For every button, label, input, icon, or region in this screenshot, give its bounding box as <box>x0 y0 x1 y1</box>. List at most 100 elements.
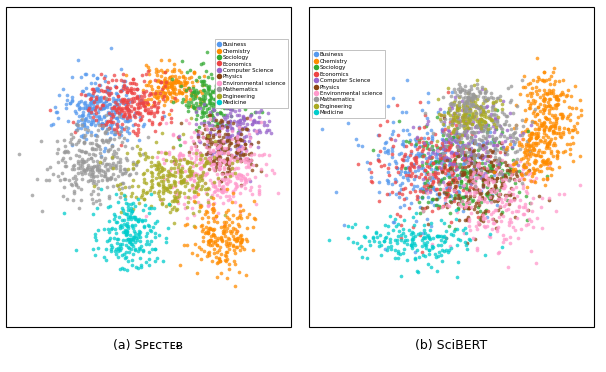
Point <box>84 103 94 109</box>
Point <box>220 139 230 145</box>
Point <box>184 121 193 126</box>
Point <box>190 199 200 205</box>
Point <box>344 223 353 229</box>
Point <box>375 132 384 138</box>
Point <box>214 166 224 172</box>
Point <box>84 178 93 184</box>
Point <box>493 114 503 120</box>
Point <box>426 159 436 165</box>
Point <box>545 103 554 109</box>
Point <box>435 179 445 185</box>
Point <box>133 126 142 132</box>
Point <box>95 146 105 152</box>
Point <box>476 112 485 118</box>
Point <box>436 160 446 166</box>
Point <box>75 162 84 168</box>
Point <box>124 125 133 131</box>
Point <box>518 84 528 90</box>
Point <box>511 135 521 141</box>
Point <box>121 231 130 237</box>
Point <box>453 274 462 280</box>
Point <box>442 139 452 145</box>
Point <box>453 112 463 118</box>
Point <box>224 100 233 106</box>
Point <box>449 186 459 192</box>
Point <box>550 142 560 148</box>
Point <box>440 170 450 176</box>
Point <box>123 244 133 250</box>
Point <box>422 158 431 164</box>
Point <box>538 195 547 201</box>
Point <box>459 110 469 116</box>
Point <box>174 155 184 161</box>
Point <box>467 154 477 160</box>
Point <box>461 184 470 190</box>
Point <box>439 119 449 125</box>
Point <box>102 246 112 252</box>
Point <box>474 119 484 125</box>
Point <box>496 183 505 189</box>
Point <box>143 100 153 106</box>
Point <box>398 186 408 192</box>
Point <box>548 105 558 111</box>
Point <box>127 210 136 216</box>
Point <box>468 160 478 166</box>
Point <box>112 99 121 105</box>
Point <box>92 103 102 109</box>
Point <box>458 112 468 118</box>
Point <box>387 148 396 154</box>
Point <box>61 163 70 169</box>
Point <box>546 172 556 178</box>
Point <box>224 160 234 166</box>
Point <box>93 164 102 170</box>
Point <box>427 143 436 149</box>
Point <box>525 90 535 96</box>
Point <box>229 96 239 102</box>
Point <box>110 226 119 232</box>
Point <box>550 135 559 141</box>
Point <box>233 221 243 227</box>
Point <box>136 262 146 268</box>
Point <box>454 111 464 117</box>
Point <box>188 150 198 156</box>
Point <box>162 80 172 86</box>
Point <box>190 241 199 247</box>
Point <box>114 134 124 140</box>
Point <box>213 145 223 151</box>
Point <box>414 125 424 131</box>
Point <box>89 117 99 123</box>
Point <box>82 165 92 171</box>
Point <box>210 234 220 240</box>
Point <box>240 155 250 161</box>
Point <box>94 127 104 133</box>
Point <box>218 124 227 129</box>
Point <box>128 243 138 249</box>
Point <box>476 190 485 196</box>
Point <box>471 175 481 181</box>
Point <box>124 249 134 255</box>
Point <box>478 108 488 114</box>
Point <box>193 182 202 188</box>
Point <box>232 134 242 140</box>
Point <box>462 108 472 114</box>
Point <box>468 148 478 154</box>
Point <box>94 122 104 128</box>
Point <box>545 165 554 171</box>
Point <box>374 198 384 204</box>
Point <box>405 167 415 173</box>
Point <box>487 168 497 174</box>
Point <box>491 166 501 171</box>
Point <box>487 104 497 110</box>
Point <box>442 235 451 241</box>
Point <box>439 130 448 136</box>
Point <box>219 230 229 236</box>
Point <box>478 216 488 222</box>
Point <box>534 101 544 107</box>
Point <box>362 255 372 261</box>
Point <box>516 197 525 203</box>
Point <box>190 170 199 176</box>
Point <box>135 117 145 123</box>
Point <box>186 90 196 96</box>
Point <box>158 201 167 207</box>
Point <box>208 148 218 154</box>
